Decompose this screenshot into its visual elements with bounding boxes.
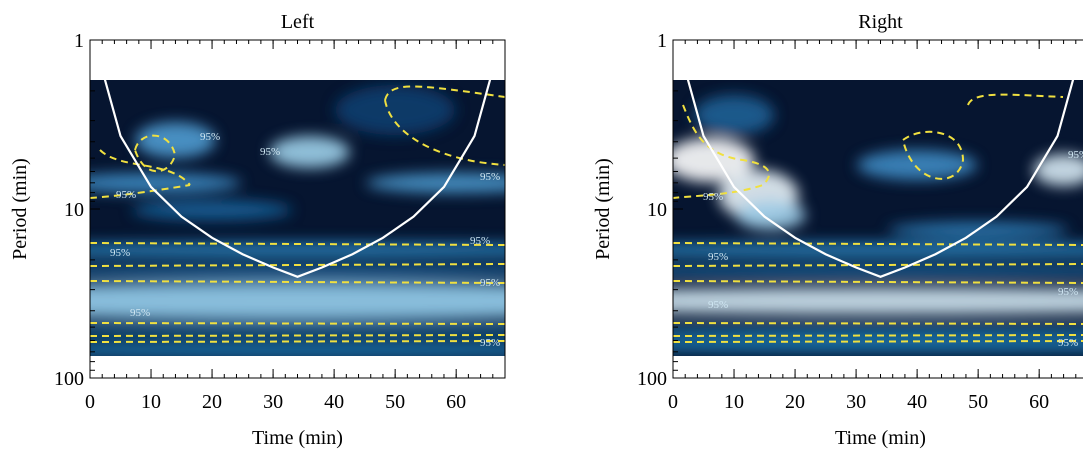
x-tick-label: 40	[907, 391, 927, 413]
contour-label: 95%	[703, 191, 723, 203]
x-tick-label: 20	[202, 391, 222, 413]
x-tick-label: 0	[85, 391, 95, 413]
heat-blob	[673, 287, 1083, 315]
x-tick-label: 10	[141, 391, 161, 413]
y-tick-label: 10	[64, 199, 84, 221]
heat-blob	[673, 242, 1083, 258]
y-tick-label: 1	[657, 30, 667, 52]
contour-95	[90, 340, 505, 343]
x-tick-label: 50	[968, 391, 988, 413]
x-tick-label: 10	[724, 391, 744, 413]
y-tick-label: 100	[637, 368, 667, 390]
contour-95	[90, 322, 505, 325]
x-tick-label: 50	[385, 391, 405, 413]
x-tick-label: 60	[446, 391, 466, 413]
heat-blob	[90, 342, 505, 356]
heat-blob	[132, 200, 293, 220]
x-axis-label: Time (min)	[835, 427, 926, 449]
heat-blob	[90, 324, 505, 336]
x-tick-label: 60	[1029, 391, 1049, 413]
heat-blob	[366, 173, 505, 193]
contour-95	[90, 280, 505, 284]
heat-blob	[90, 173, 242, 193]
heat-blob	[269, 136, 350, 168]
heat-blob	[694, 95, 775, 135]
heat-blob	[673, 138, 755, 182]
contour-label: 95%	[1058, 337, 1078, 349]
contour-95	[673, 263, 1083, 267]
heat-blob	[335, 85, 456, 135]
x-axis-label: Time (min)	[252, 427, 343, 449]
contour-95	[90, 263, 505, 267]
cone-of-influence	[103, 80, 492, 278]
heat-blob	[135, 122, 216, 158]
heatmap: 95% 95% 95% 95% 95% 95% 95% 95% 95%	[90, 80, 505, 356]
contour-label: 95%	[470, 235, 490, 247]
contour-95	[673, 322, 1083, 325]
heat-blob	[90, 242, 505, 258]
heatmap: 95% 95% 95% 95% 95% 95%	[673, 80, 1083, 356]
x-tick-label: 40	[324, 391, 344, 413]
heat-blobs	[90, 85, 505, 356]
heat-blob	[857, 150, 978, 180]
cone-of-influence	[686, 80, 1075, 278]
contour-label: 95%	[708, 299, 728, 311]
heat-blob	[90, 281, 505, 321]
contour-95	[902, 130, 965, 180]
chart-title: Left	[281, 11, 315, 33]
y-tick-label: 10	[647, 199, 667, 221]
contour-label: 95%	[480, 337, 500, 349]
significance-contours	[90, 85, 505, 343]
contour-label: 95%	[708, 251, 728, 263]
heat-blob	[735, 200, 806, 230]
heat-blob	[673, 266, 1083, 278]
heat-blobs	[673, 95, 1083, 353]
contour-label: 95%	[130, 307, 150, 319]
contour-label: 95%	[480, 277, 500, 289]
contour-95	[384, 85, 505, 166]
contour-95	[90, 334, 505, 337]
y-tick-label: 100	[54, 368, 84, 390]
contour-label: 95%	[1068, 149, 1083, 161]
contour-95	[673, 340, 1083, 343]
contour-label: 95%	[200, 131, 220, 143]
heat-blob	[673, 337, 1083, 353]
contour-label: 95%	[110, 247, 130, 259]
heat-blob	[673, 324, 1083, 336]
heat-blob	[1033, 154, 1083, 186]
contour-95	[673, 104, 770, 199]
contour-label: 95%	[260, 146, 280, 158]
contour-95	[90, 149, 191, 199]
contour-label: 95%	[116, 189, 136, 201]
x-tick-label: 20	[785, 391, 805, 413]
y-axis-label: Period (min)	[592, 158, 614, 260]
y-tick-label: 1	[74, 30, 84, 52]
contour-95	[673, 334, 1083, 337]
x-tick-label: 30	[263, 391, 283, 413]
chart-title: Right	[858, 11, 903, 33]
contour-label: 95%	[1058, 286, 1078, 298]
contour-label: 95%	[480, 171, 500, 183]
contour-95	[90, 242, 505, 246]
x-tick-label: 30	[846, 391, 866, 413]
y-axis-label: Period (min)	[9, 158, 31, 260]
contour-95	[673, 280, 1083, 284]
heat-blob	[90, 266, 505, 278]
contour-95	[967, 93, 1064, 106]
contour-95	[673, 242, 1083, 246]
significance-contours	[673, 93, 1083, 343]
x-tick-label: 0	[668, 391, 678, 413]
contour-95	[134, 134, 177, 173]
